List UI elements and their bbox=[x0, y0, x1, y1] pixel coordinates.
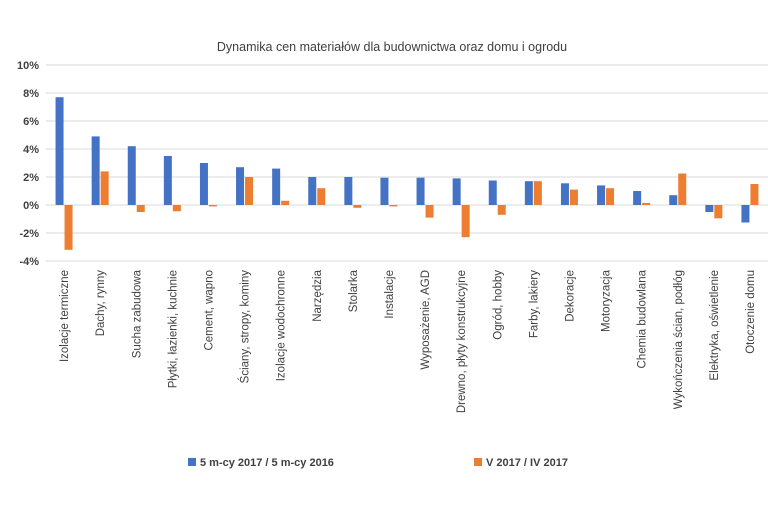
bar-series2 bbox=[750, 184, 759, 205]
bar-series1 bbox=[163, 156, 172, 205]
y-tick-label: 10% bbox=[17, 60, 39, 72]
bar-series1 bbox=[272, 168, 281, 205]
bar-series2 bbox=[425, 205, 434, 218]
x-tick-label: Izolacje wodochronne bbox=[276, 270, 288, 381]
bar-series1 bbox=[55, 97, 64, 205]
bar-series1 bbox=[633, 191, 642, 205]
bar-series1 bbox=[705, 205, 714, 212]
bar-series2 bbox=[172, 205, 181, 212]
x-tick-label: Dachy, rynny bbox=[95, 270, 107, 337]
bar-series2 bbox=[606, 188, 615, 205]
bar-series1 bbox=[344, 177, 353, 205]
x-tick-label: Sucha zabudowa bbox=[131, 269, 143, 358]
bar-series2 bbox=[317, 188, 326, 205]
y-tick-label: -4% bbox=[19, 256, 39, 268]
x-tick-label: Chemia budowlana bbox=[637, 269, 649, 368]
x-tick-label: Wykończenia ścian, podłóg bbox=[673, 270, 685, 409]
bar-series2 bbox=[100, 171, 109, 205]
y-tick-label: 6% bbox=[23, 116, 39, 128]
bar-series1 bbox=[669, 195, 678, 205]
bar-series1 bbox=[416, 177, 425, 205]
x-tick-label: Płytki, łazienki, kuchnie bbox=[167, 270, 179, 388]
x-tick-label: Otoczenie domu bbox=[745, 270, 757, 354]
x-tick-label: Ściany, stropy, kominy bbox=[239, 270, 252, 384]
legend: 5 m-cy 2017 / 5 m-cy 2016 V 2017 / IV 201… bbox=[188, 457, 568, 469]
bar-series2 bbox=[461, 205, 470, 238]
bar-series2 bbox=[281, 200, 290, 205]
bar-series1 bbox=[597, 185, 606, 205]
bar-series2 bbox=[353, 205, 362, 208]
x-tick-label: Instalacje bbox=[384, 270, 396, 319]
bar-series1 bbox=[524, 181, 533, 205]
grid-layer bbox=[46, 64, 768, 262]
bar-series2 bbox=[245, 177, 254, 205]
bar-series1 bbox=[199, 163, 208, 205]
bar-series2 bbox=[569, 189, 578, 205]
x-tick-label: Motoryzacja bbox=[601, 269, 613, 332]
bar-series1 bbox=[560, 183, 569, 205]
x-tick-label: Cement, wapno bbox=[203, 270, 215, 351]
bar-series2 bbox=[136, 205, 145, 212]
y-tick-label: 8% bbox=[23, 88, 39, 100]
bar-series2 bbox=[64, 205, 73, 250]
x-tick-label: Elektryka, oświetlenie bbox=[709, 270, 721, 381]
bar-series2 bbox=[497, 205, 506, 215]
bar-series1 bbox=[308, 177, 317, 205]
bar-series2 bbox=[533, 181, 542, 205]
bar-series1 bbox=[452, 178, 461, 205]
bar-series1 bbox=[236, 167, 245, 205]
legend-label: 5 m-cy 2017 / 5 m-cy 2016 bbox=[200, 457, 334, 469]
legend-swatch bbox=[188, 458, 196, 466]
bar-series1 bbox=[488, 180, 497, 205]
bar-series2 bbox=[642, 202, 651, 205]
x-tick-label: Wyposażenie, AGD bbox=[420, 270, 432, 370]
x-tick-label: Ogród, hobby bbox=[492, 270, 504, 340]
bar-series1 bbox=[127, 146, 136, 205]
x-tick-label: Izolacje termiczne bbox=[59, 270, 71, 362]
bars-layer bbox=[55, 97, 759, 250]
legend-swatch bbox=[474, 458, 482, 466]
y-tick-label: 0% bbox=[23, 200, 39, 212]
x-tick-label: Farby, lakiery bbox=[528, 270, 540, 338]
bar-series2 bbox=[678, 173, 687, 205]
bar-series2 bbox=[389, 205, 398, 207]
x-tick-label: Stolarka bbox=[348, 269, 360, 312]
bar-series1 bbox=[741, 205, 750, 223]
y-tick-label: 4% bbox=[23, 144, 39, 156]
bar-series1 bbox=[380, 177, 389, 205]
y-axis-ticks: 10% 8% 6% 4% 2% 0% -2% -4% bbox=[17, 60, 39, 268]
y-tick-label: -2% bbox=[19, 228, 39, 240]
bar-series1 bbox=[91, 136, 100, 205]
chart-title: Dynamika cen materiałów dla budownictwa … bbox=[217, 40, 567, 54]
x-tick-label: Narzędzia bbox=[312, 269, 324, 321]
bar-series2 bbox=[208, 205, 217, 207]
x-axis-ticks: Izolacje termiczne Dachy, rynny Sucha zabu… bbox=[59, 269, 757, 413]
x-tick-label: Drewno, płyty konstrukcyjne bbox=[456, 270, 468, 413]
legend-label: V 2017 / IV 2017 bbox=[486, 457, 568, 469]
bar-series2 bbox=[714, 205, 723, 219]
y-tick-label: 2% bbox=[23, 172, 39, 184]
x-tick-label: Dekoracje bbox=[564, 270, 576, 322]
